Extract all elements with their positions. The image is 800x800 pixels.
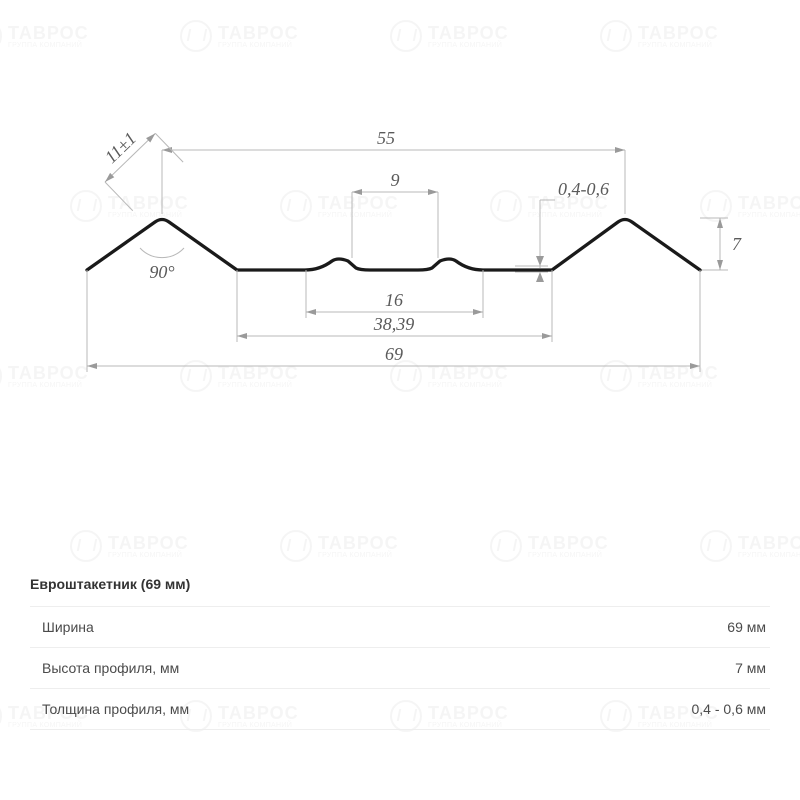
dim-angle: 90° [149,262,174,282]
watermark: ТАВРОСГРУППА КОМПАНИЙ [600,20,719,52]
spec-label: Ширина [42,619,94,635]
dim-thickness: 0,4-0,6 [558,179,609,199]
watermark: ТАВРОСГРУППА КОМПАНИЙ [700,530,800,562]
spec-label: Высота профиля, мм [42,660,179,676]
watermark: ТАВРОСГРУППА КОМПАНИЙ [490,530,609,562]
dim-flat-span: 38,39 [373,314,415,334]
spec-label: Толщина профиля, мм [42,701,189,717]
spec-block: Евроштакетник (69 мм) Ширина 69 мм Высот… [30,576,770,730]
dim-bump-top: 9 [391,170,400,190]
spec-row: Высота профиля, мм 7 мм [30,647,770,688]
dim-slant: 11±1 [101,128,140,167]
watermark: ТАВРОСГРУППА КОМПАНИЙ [180,20,299,52]
watermark: ТАВРОСГРУППА КОМПАНИЙ [390,20,509,52]
spec-title: Евроштакетник (69 мм) [30,576,770,592]
dim-top-span: 55 [377,128,395,148]
watermark: ТАВРОСГРУППА КОМПАНИЙ [0,20,89,52]
dim-total: 69 [385,344,403,364]
profile-diagram: 55 11±1 9 0,4-0,6 7 [0,120,800,380]
watermark: ТАВРОСГРУППА КОМПАНИЙ [70,530,189,562]
spec-value: 69 мм [727,619,766,635]
dim-bump-base: 16 [385,290,403,310]
profile-path [87,220,700,271]
dim-height: 7 [732,234,742,254]
watermark: ТАВРОСГРУППА КОМПАНИЙ [280,530,399,562]
spec-row: Толщина профиля, мм 0,4 - 0,6 мм [30,688,770,730]
spec-value: 7 мм [735,660,766,676]
spec-row: Ширина 69 мм [30,606,770,647]
spec-value: 0,4 - 0,6 мм [691,701,766,717]
